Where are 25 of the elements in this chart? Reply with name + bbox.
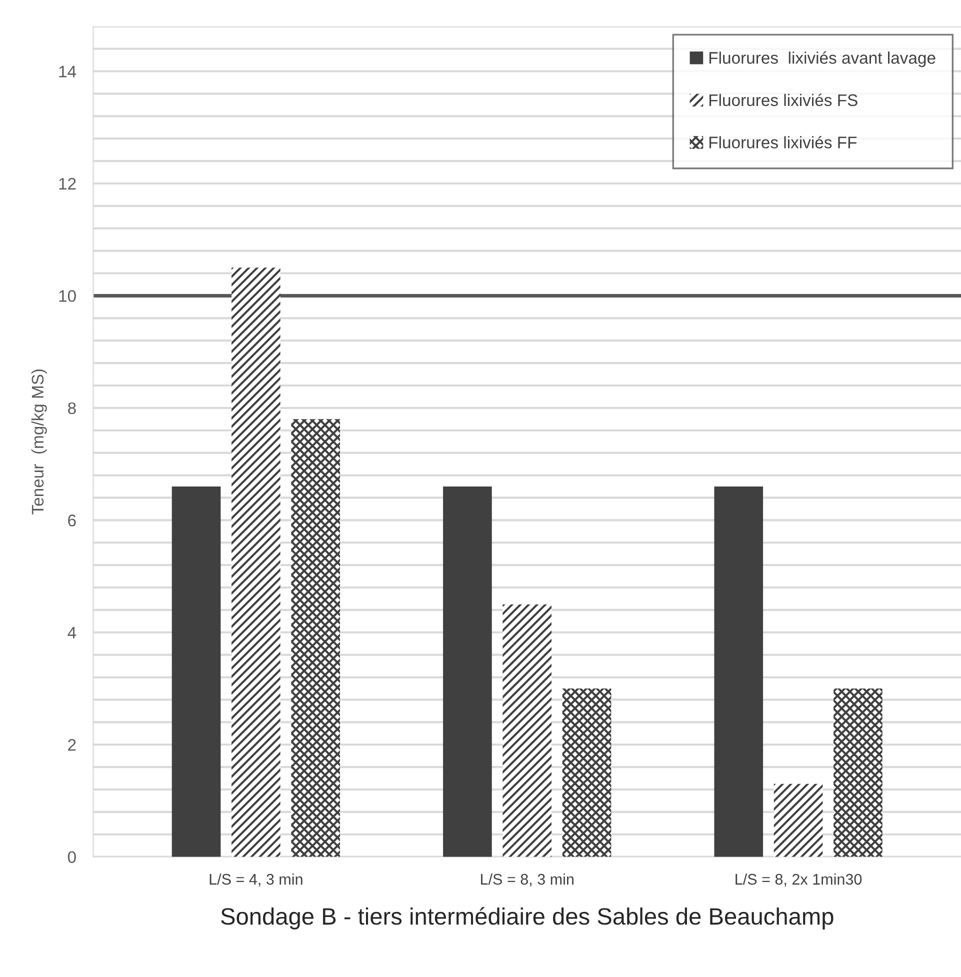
bar (502, 604, 552, 857)
y-tick-label: 4 (68, 626, 76, 638)
x-tick-label: L/S = 8, 2x 1min30 (736, 873, 862, 887)
bar (834, 688, 882, 857)
y-axis-title: Teneur (mg/kg MS) (31, 369, 47, 514)
x-tick-label: L/S = 8, 3 min (481, 873, 574, 887)
legend-label: Fluorures lixiviés FF (710, 136, 857, 148)
bar (714, 486, 764, 857)
bar (562, 688, 612, 857)
y-tick-label: 8 (68, 402, 76, 414)
x-tick-label: L/S = 4, 3 min (210, 873, 302, 887)
bar (232, 268, 280, 857)
y-tick-label: 12 (59, 178, 76, 190)
bar (172, 486, 221, 857)
bar (774, 784, 823, 857)
y-tick-label: 10 (59, 290, 76, 302)
legend-label: Fluorures lixiviés FS (710, 94, 858, 106)
bar (443, 486, 492, 857)
legend-label: Fluorures lixiviés avant lavage (710, 51, 936, 68)
x-axis-title: Sondage B - tiers intermédiaire des Sables de Beauchamp (221, 907, 834, 930)
y-tick-label: 14 (59, 66, 76, 78)
y-tick-label: 2 (68, 739, 76, 751)
bar (291, 419, 340, 857)
y-tick-label: 0 (68, 851, 76, 864)
y-tick-label: 6 (68, 514, 76, 526)
